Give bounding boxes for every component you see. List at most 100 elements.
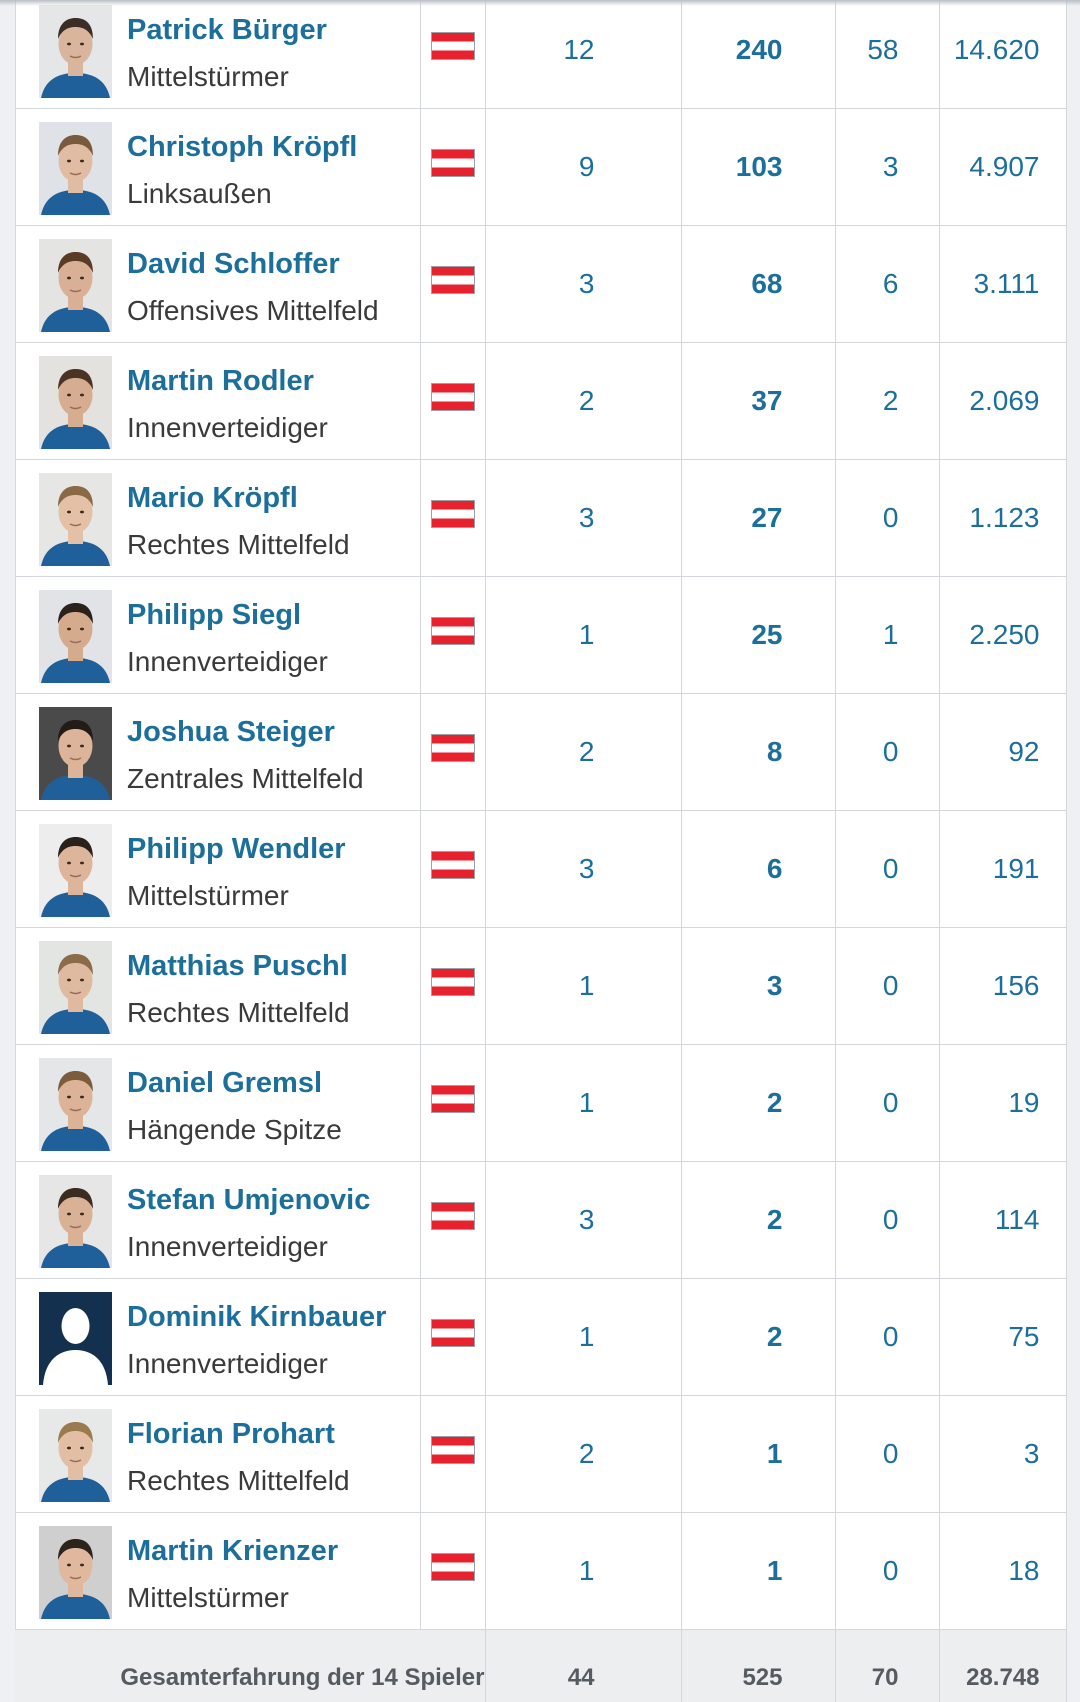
minutes-value[interactable]: 2.250 bbox=[939, 576, 1067, 694]
player-name-link[interactable]: Dominik Kirnbauer bbox=[127, 1301, 387, 1333]
player-position: Innenverteidiger bbox=[127, 1348, 328, 1379]
table-row: Philipp Siegl Innenverteidiger 1 25 1 2.250 bbox=[15, 576, 1067, 694]
games-value[interactable]: 3 bbox=[485, 225, 682, 343]
player-name-link[interactable]: Stefan Umjenovic bbox=[127, 1184, 371, 1216]
player-cell: Matthias Puschl Rechtes Mittelfeld bbox=[15, 927, 421, 1045]
player-name-link[interactable]: Christoph Kröpfl bbox=[127, 131, 358, 163]
third-value[interactable]: 58 bbox=[835, 0, 940, 109]
third-value[interactable]: 0 bbox=[835, 1395, 940, 1513]
table-row: Joshua Steiger Zentrales Mittelfeld 2 8 0 92 bbox=[15, 693, 1067, 811]
minutes-value[interactable]: 4.907 bbox=[939, 108, 1067, 226]
player-name-link[interactable]: Philipp Wendler bbox=[127, 833, 346, 865]
games-value[interactable]: 1 bbox=[485, 927, 682, 1045]
bold-value[interactable]: 103 bbox=[681, 108, 836, 226]
player-name-link[interactable]: Patrick Bürger bbox=[127, 14, 327, 46]
minutes-value[interactable]: 92 bbox=[939, 693, 1067, 811]
bold-value[interactable]: 3 bbox=[681, 927, 836, 1045]
player-photo[interactable] bbox=[39, 5, 112, 98]
games-value[interactable]: 9 bbox=[485, 108, 682, 226]
third-value[interactable]: 2 bbox=[835, 342, 940, 460]
third-value[interactable]: 0 bbox=[835, 1512, 940, 1630]
player-position: Offensives Mittelfeld bbox=[127, 295, 379, 326]
third-value[interactable]: 0 bbox=[835, 810, 940, 928]
table-row: Matthias Puschl Rechtes Mittelfeld 1 3 0 156 bbox=[15, 927, 1067, 1045]
player-name-link[interactable]: Philipp Siegl bbox=[127, 599, 302, 631]
minutes-value[interactable]: 18 bbox=[939, 1512, 1067, 1630]
bold-value[interactable]: 27 bbox=[681, 459, 836, 577]
player-photo[interactable] bbox=[39, 590, 112, 683]
nationality-cell bbox=[420, 1278, 486, 1396]
third-value[interactable]: 0 bbox=[835, 1278, 940, 1396]
player-name-link[interactable]: Florian Prohart bbox=[127, 1418, 335, 1450]
player-photo[interactable] bbox=[39, 1292, 112, 1385]
player-photo[interactable] bbox=[39, 1058, 112, 1151]
player-photo[interactable] bbox=[39, 1409, 112, 1502]
third-value[interactable]: 6 bbox=[835, 225, 940, 343]
player-photo[interactable] bbox=[39, 1526, 112, 1619]
games-value[interactable]: 2 bbox=[485, 342, 682, 460]
totals-games: 44 bbox=[485, 1629, 682, 1702]
minutes-value[interactable]: 1.123 bbox=[939, 459, 1067, 577]
minutes-value[interactable]: 14.620 bbox=[939, 0, 1067, 109]
third-value[interactable]: 0 bbox=[835, 927, 940, 1045]
third-value[interactable]: 1 bbox=[835, 576, 940, 694]
player-photo[interactable] bbox=[39, 1175, 112, 1268]
player-photo[interactable] bbox=[39, 122, 112, 215]
player-photo[interactable] bbox=[39, 356, 112, 449]
third-value[interactable]: 0 bbox=[835, 1161, 940, 1279]
table-row: Martin Rodler Innenverteidiger 2 37 2 2.069 bbox=[15, 342, 1067, 460]
player-name-link[interactable]: Martin Rodler bbox=[127, 365, 314, 397]
player-position: Rechtes Mittelfeld bbox=[127, 997, 350, 1028]
games-value[interactable]: 3 bbox=[485, 810, 682, 928]
player-position: Mittelstürmer bbox=[127, 1582, 289, 1613]
player-photo[interactable] bbox=[39, 941, 112, 1034]
third-value[interactable]: 0 bbox=[835, 459, 940, 577]
bold-value[interactable]: 1 bbox=[681, 1395, 836, 1513]
player-photo[interactable] bbox=[39, 824, 112, 917]
player-photo[interactable] bbox=[39, 707, 112, 800]
minutes-value[interactable]: 19 bbox=[939, 1044, 1067, 1162]
minutes-value[interactable]: 156 bbox=[939, 927, 1067, 1045]
player-name-link[interactable]: Matthias Puschl bbox=[127, 950, 348, 982]
minutes-value[interactable]: 2.069 bbox=[939, 342, 1067, 460]
player-position: Innenverteidiger bbox=[127, 1231, 328, 1262]
games-value[interactable]: 12 bbox=[485, 0, 682, 109]
player-name-link[interactable]: Joshua Steiger bbox=[127, 716, 335, 748]
games-value[interactable]: 1 bbox=[485, 1044, 682, 1162]
bold-value[interactable]: 68 bbox=[681, 225, 836, 343]
table-row: Florian Prohart Rechtes Mittelfeld 2 1 0 3 bbox=[15, 1395, 1067, 1513]
games-value[interactable]: 3 bbox=[485, 459, 682, 577]
bold-value[interactable]: 240 bbox=[681, 0, 836, 109]
player-name-link[interactable]: Mario Kröpfl bbox=[127, 482, 298, 514]
player-photo[interactable] bbox=[39, 473, 112, 566]
player-photo[interactable] bbox=[39, 239, 112, 332]
nationality-cell bbox=[420, 927, 486, 1045]
bold-value[interactable]: 6 bbox=[681, 810, 836, 928]
bold-value[interactable]: 2 bbox=[681, 1044, 836, 1162]
flag-austria-icon bbox=[430, 851, 475, 879]
games-value[interactable]: 1 bbox=[485, 576, 682, 694]
bold-value[interactable]: 2 bbox=[681, 1161, 836, 1279]
third-value[interactable]: 0 bbox=[835, 693, 940, 811]
games-value[interactable]: 3 bbox=[485, 1161, 682, 1279]
table-row: Christoph Kröpfl Linksaußen 9 103 3 4.907 bbox=[15, 108, 1067, 226]
minutes-value[interactable]: 3.111 bbox=[939, 225, 1067, 343]
player-name-link[interactable]: David Schloffer bbox=[127, 248, 340, 280]
games-value[interactable]: 2 bbox=[485, 693, 682, 811]
third-value[interactable]: 0 bbox=[835, 1044, 940, 1162]
player-name-link[interactable]: Martin Krienzer bbox=[127, 1535, 339, 1567]
bold-value[interactable]: 2 bbox=[681, 1278, 836, 1396]
games-value[interactable]: 1 bbox=[485, 1512, 682, 1630]
minutes-value[interactable]: 75 bbox=[939, 1278, 1067, 1396]
minutes-value[interactable]: 191 bbox=[939, 810, 1067, 928]
games-value[interactable]: 1 bbox=[485, 1278, 682, 1396]
games-value[interactable]: 2 bbox=[485, 1395, 682, 1513]
bold-value[interactable]: 25 bbox=[681, 576, 836, 694]
bold-value[interactable]: 8 bbox=[681, 693, 836, 811]
minutes-value[interactable]: 114 bbox=[939, 1161, 1067, 1279]
third-value[interactable]: 3 bbox=[835, 108, 940, 226]
player-name-link[interactable]: Daniel Gremsl bbox=[127, 1067, 323, 1099]
bold-value[interactable]: 1 bbox=[681, 1512, 836, 1630]
bold-value[interactable]: 37 bbox=[681, 342, 836, 460]
minutes-value[interactable]: 3 bbox=[939, 1395, 1067, 1513]
